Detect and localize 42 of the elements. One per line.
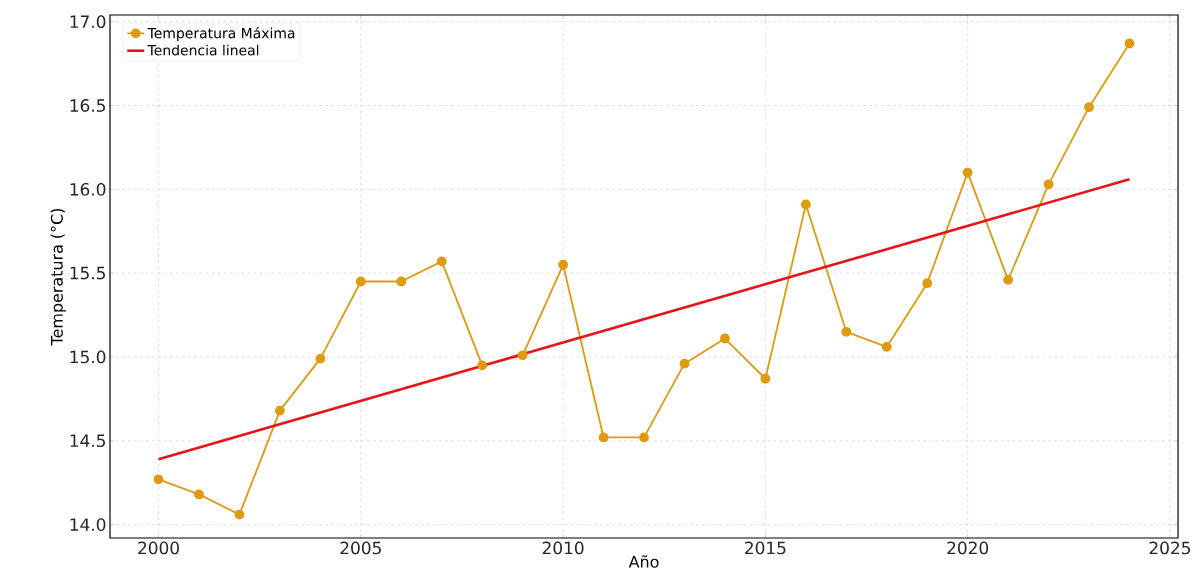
- point: [558, 259, 569, 270]
- point: [194, 489, 204, 500]
- point: [962, 167, 973, 178]
- y-tick-label: 17.0: [70, 15, 106, 29]
- point: [234, 509, 245, 520]
- x-tick-label: 2000: [138, 541, 179, 555]
- x-tick-label: 2005: [340, 541, 381, 555]
- point: [517, 350, 528, 361]
- point: [922, 278, 933, 289]
- point: [396, 276, 407, 287]
- y-tick-label: 14.0: [70, 518, 106, 531]
- point: [679, 358, 690, 369]
- point: [355, 276, 366, 287]
- y-tick-label: 15.5: [70, 266, 105, 280]
- x-tick-label: 2025: [1149, 541, 1190, 555]
- point: [881, 342, 892, 352]
- point: [1003, 274, 1014, 285]
- legend-label: Temperatura Máxima: [147, 27, 295, 42]
- y-tick-label: 16.0: [70, 182, 106, 196]
- point: [841, 326, 852, 337]
- y-tick-label: 15.0: [70, 350, 106, 364]
- point: [1084, 102, 1094, 113]
- x-tick-label: 2020: [947, 541, 989, 555]
- point: [720, 333, 730, 344]
- y-tick-label: 16.5: [70, 99, 105, 112]
- point: [436, 256, 447, 267]
- point: [800, 199, 811, 210]
- point: [477, 360, 488, 371]
- point: [1124, 38, 1135, 49]
- point: [153, 474, 164, 485]
- x-axis-title: Año: [628, 555, 659, 568]
- x-tick-label: 2015: [745, 541, 786, 555]
- point: [598, 432, 609, 443]
- point: [639, 432, 649, 443]
- y-axis-title: Temperatura (°C): [50, 208, 66, 346]
- point: [1043, 179, 1054, 190]
- point: [275, 405, 285, 416]
- point: [760, 373, 771, 384]
- y-tick-label: 14.5: [70, 434, 105, 448]
- point: [315, 353, 326, 364]
- x-tick-label: 2010: [542, 541, 584, 555]
- legend-label: Tendencia lineal: [147, 44, 259, 56]
